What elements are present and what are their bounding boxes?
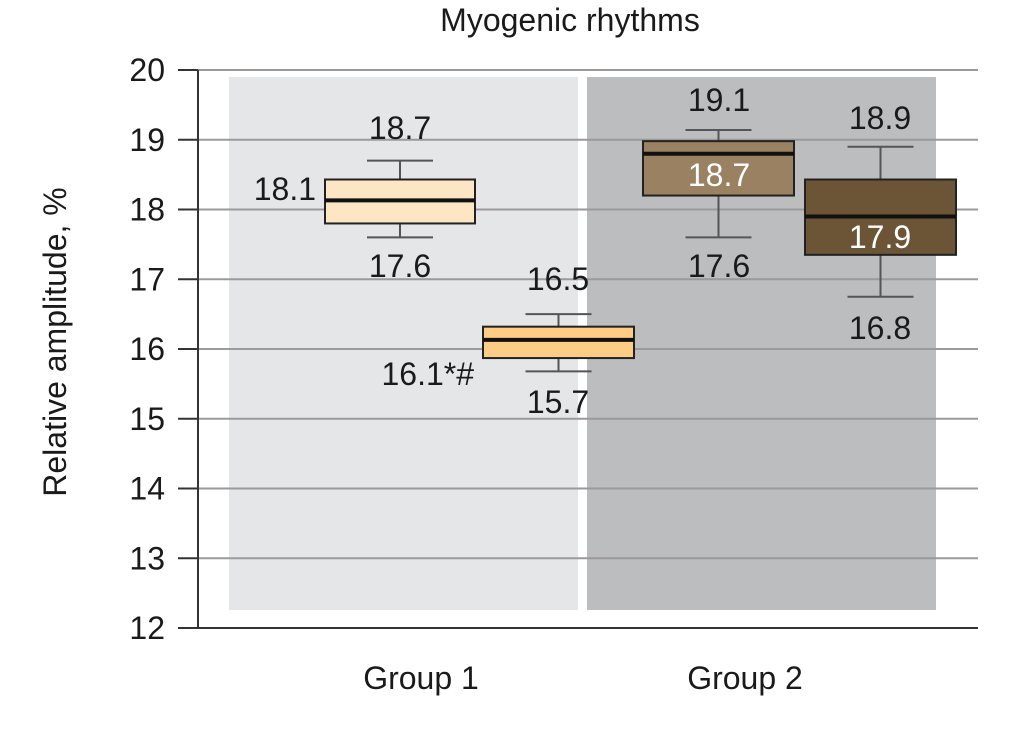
box-1-top-label: 18.7 xyxy=(369,110,431,146)
y-tick-label-20: 20 xyxy=(129,52,165,88)
box-4-top-label: 18.9 xyxy=(849,100,911,136)
y-tick-label-14: 14 xyxy=(129,471,165,507)
y-tick-label-13: 13 xyxy=(129,540,165,576)
y-tick-label-12: 12 xyxy=(129,610,165,646)
y-tick-label-17: 17 xyxy=(129,261,165,297)
box-2 xyxy=(482,313,635,373)
box-3-bottom-label: 17.6 xyxy=(688,248,750,284)
chart-title: Myogenic rhythms xyxy=(440,2,700,38)
box-2-median-label: 16.1*# xyxy=(381,356,474,392)
y-tick-label-15: 15 xyxy=(129,401,165,437)
box-3-iqr xyxy=(642,140,795,197)
boxes xyxy=(324,128,957,373)
y-tick-label-16: 16 xyxy=(129,331,165,367)
y-tick-label-18: 18 xyxy=(129,192,165,228)
box-2-top-label: 16.5 xyxy=(527,261,589,297)
box-3-median-label: 18.7 xyxy=(688,157,750,193)
box-3 xyxy=(642,128,795,239)
box-1-median-label: 18.1 xyxy=(254,171,316,207)
box-1-bottom-label: 17.6 xyxy=(369,248,431,284)
box-4-median-label: 17.9 xyxy=(849,219,911,255)
x-category-label-1: Group 1 xyxy=(363,660,479,696)
y-axis-label: Relative amplitude, % xyxy=(37,187,73,496)
x-category-label-2: Group 2 xyxy=(687,660,803,696)
data-labels: 18.7 18.1 17.6 16.5 16.1*# 15.7 19.1 18.7 17.6 18… xyxy=(254,82,911,420)
axes: 12 13 14 15 16 17 18 19 20 Group 1 Group 2 xyxy=(129,52,978,696)
box-2-iqr xyxy=(482,325,635,360)
y-tick-label-19: 19 xyxy=(129,122,165,158)
box-4 xyxy=(804,145,957,298)
box-1 xyxy=(324,159,476,239)
box-4-bottom-label: 16.8 xyxy=(849,310,911,346)
box-2-bottom-label: 15.7 xyxy=(527,384,589,420)
box-3-top-label: 19.1 xyxy=(688,82,750,118)
